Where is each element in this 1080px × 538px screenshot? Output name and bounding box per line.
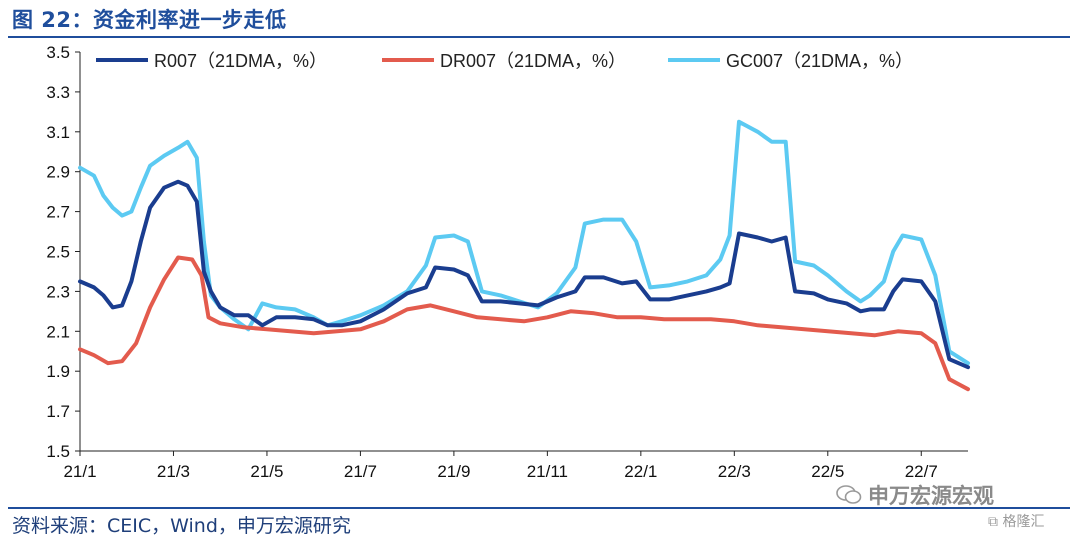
y-tick-label: 1.5 [46, 442, 70, 461]
legend-label: R007（21DMA，%） [154, 51, 327, 71]
y-tick-label: 1.9 [46, 362, 70, 381]
series-line-r007 [78, 179, 970, 370]
corner-watermark-text: 格隆汇 [1002, 514, 1045, 530]
y-tick-label: 2.7 [46, 203, 70, 222]
header-rule [8, 36, 1070, 38]
x-axis: 21/1 21/3 21/5 21/7 21/9 21/11 22/1 22/3 22/5 22/… [63, 450, 968, 481]
legend-label: DR007（21DMA，%） [440, 51, 626, 71]
y-tick-label: 3.3 [46, 83, 70, 102]
y-tick-label: 2.3 [46, 282, 70, 301]
watermark-text: 申万宏源宏观 [868, 484, 994, 508]
x-tick-label: 21/1 [63, 462, 96, 481]
corner-watermark: ⧉ 格隆汇 [988, 511, 1044, 531]
x-tick-label: 22/1 [624, 462, 657, 481]
legend-label: GC007（21DMA，%） [726, 51, 913, 71]
x-tick-label: 22/5 [811, 462, 844, 481]
line-chart: 3.53.33.12.92.72.52.32.11.91.71.5 21/1 21… [46, 43, 970, 481]
chart-title: 图 22：资金利率进一步走低 [12, 8, 287, 32]
x-tick-label: 21/11 [527, 462, 568, 481]
x-tick-label: 21/9 [437, 462, 470, 481]
x-tick-label: 21/3 [157, 462, 190, 481]
x-tick-label: 22/3 [718, 462, 751, 481]
x-tick-label: 22/7 [905, 462, 938, 481]
y-tick-label: 2.9 [46, 163, 70, 182]
watermark: 申万宏源宏观 [836, 480, 994, 510]
y-tick-label: 2.5 [46, 243, 70, 262]
x-tick-label: 21/7 [344, 462, 377, 481]
y-tick-label: 3.1 [46, 123, 70, 142]
legend: R007（21DMA，%） DR007（21DMA，%） GC007（21DMA，%… [96, 51, 913, 71]
y-axis: 3.5 3.3 3.1 2.9 2.7 2.5 2.3 2.1 1.9 1.7 1.5 [46, 43, 81, 461]
series-line-dr007 [78, 255, 970, 392]
footer-rule [8, 507, 1070, 509]
x-tick-label: 21/5 [250, 462, 283, 481]
corner-logo-icon: ⧉ [988, 514, 998, 530]
y-tick-label: 1.7 [46, 402, 70, 421]
series-lines [78, 119, 970, 392]
series-line-gc007 [78, 119, 970, 366]
wechat-icon [836, 484, 862, 506]
y-tick-label: 2.1 [46, 322, 70, 341]
source-note: 资料来源：CEIC，Wind，申万宏源研究 [12, 515, 351, 537]
y-tick-label: 3.5 [46, 43, 70, 62]
